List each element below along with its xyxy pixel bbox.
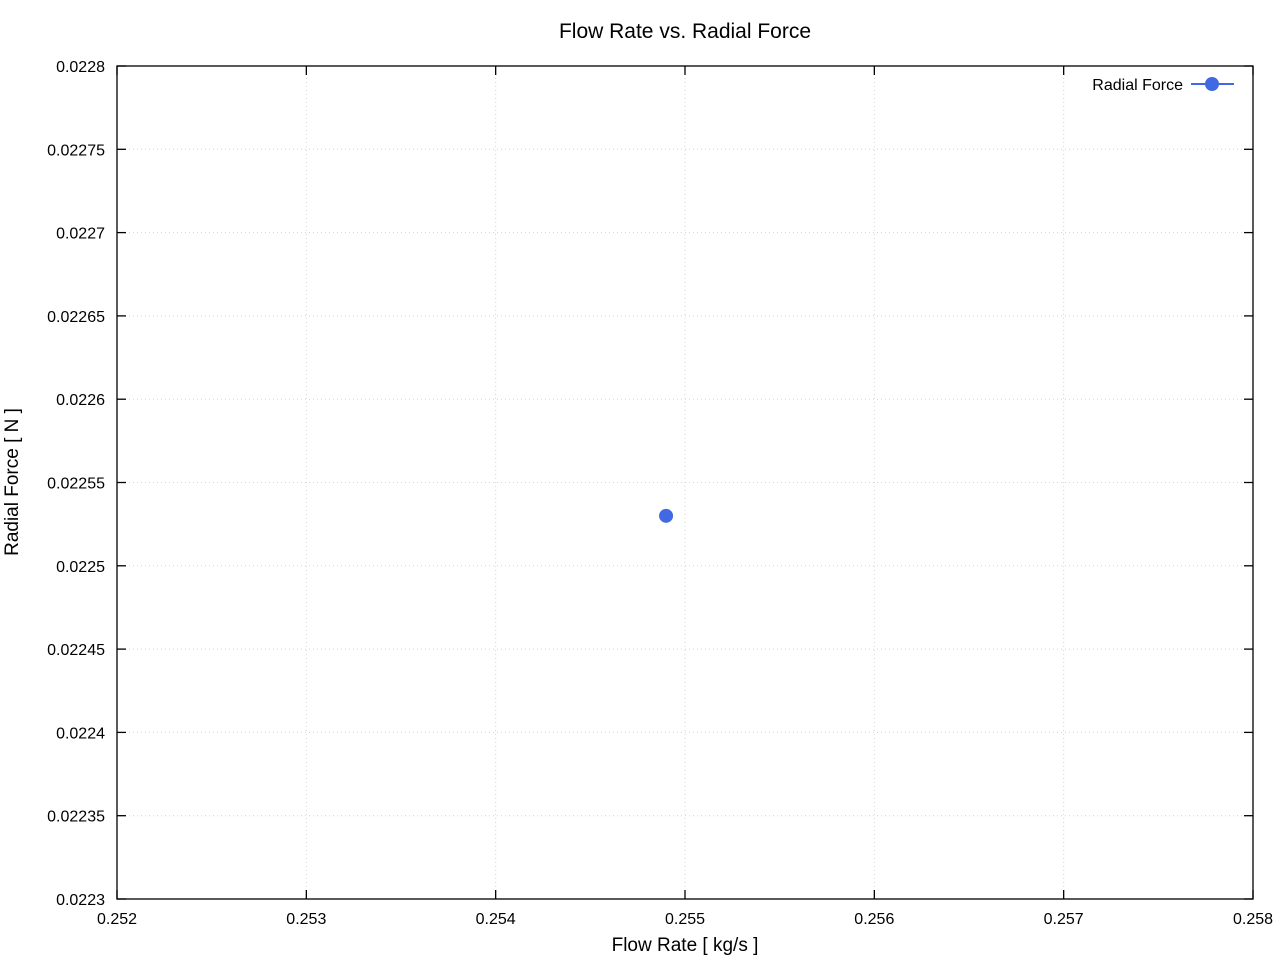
x-tick-label: 0.254 — [476, 911, 516, 928]
x-tick-label: 0.257 — [1044, 911, 1084, 928]
x-tick-label: 0.252 — [97, 911, 137, 928]
x-tick-label: 0.258 — [1233, 911, 1273, 928]
y-tick-label: 0.02255 — [47, 476, 105, 493]
legend: Radial Force — [1092, 77, 1234, 94]
x-tick-label: 0.253 — [286, 911, 326, 928]
y-tick-label: 0.0227 — [56, 226, 105, 243]
x-tick-label: 0.255 — [665, 911, 705, 928]
tick-label-layer: 0.252 0.253 0.254 0.255 0.256 0.257 0.258 0.022… — [47, 59, 1273, 928]
data-point — [659, 508, 674, 523]
y-tick-label: 0.0223 — [56, 892, 105, 909]
data-layer — [659, 508, 674, 523]
y-tick-label: 0.0225 — [56, 559, 105, 576]
grid-layer — [116, 65, 1254, 900]
y-tick-label: 0.02275 — [47, 142, 105, 159]
plot-border — [116, 65, 1254, 900]
y-axis-label: Radial Force [ N ] — [2, 408, 23, 556]
y-tick-label: 0.0228 — [56, 59, 105, 76]
chart-title: Flow Rate vs. Radial Force — [559, 20, 811, 43]
y-tick-label: 0.02235 — [47, 809, 105, 826]
tick-layer — [116, 65, 1254, 900]
x-tick-label: 0.256 — [854, 911, 894, 928]
legend-label: Radial Force — [1092, 77, 1183, 94]
legend-marker — [1205, 77, 1219, 91]
y-tick-label: 0.0224 — [56, 725, 105, 742]
y-tick-label: 0.02245 — [47, 642, 105, 659]
x-axis-label: Flow Rate [ kg/s ] — [612, 935, 759, 956]
y-tick-label: 0.0226 — [56, 392, 105, 409]
y-tick-label: 0.02265 — [47, 309, 105, 326]
